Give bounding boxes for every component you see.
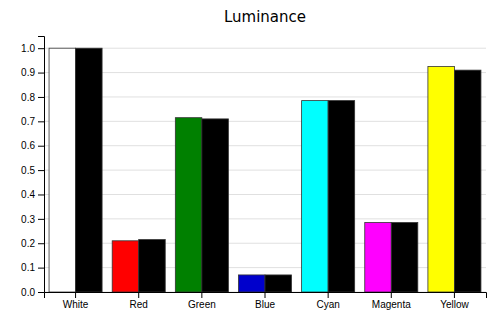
- x-tick: Cyan: [316, 292, 339, 310]
- x-axis-line: [45, 293, 487, 299]
- y-tick: 0.1: [21, 262, 44, 273]
- y-tick: 0.5: [21, 165, 44, 176]
- x-tick: Blue: [255, 292, 275, 310]
- y-tick-mark: [38, 121, 44, 122]
- x-tick-mark: [391, 292, 392, 298]
- bar: [202, 119, 229, 292]
- y-tick: 0.9: [21, 67, 44, 78]
- bar: [391, 223, 418, 292]
- y-tick-label: 0.4: [21, 189, 35, 200]
- y-axis-line: [38, 37, 45, 293]
- x-tick: Green: [188, 292, 216, 310]
- bar: [265, 275, 292, 292]
- x-tick: Red: [130, 292, 148, 310]
- grid: [44, 48, 486, 292]
- y-tick: 0.6: [21, 140, 44, 151]
- y-tick: 0.7: [21, 116, 44, 127]
- plot: 0.0 0.1 0.2 0.3 0.4 0.5 0.6 0.7 0.8 0.9 1.0 White Re…: [21, 37, 486, 311]
- y-tick-mark: [38, 170, 44, 171]
- bar-series: [76, 48, 481, 292]
- y-tick-mark: [38, 194, 44, 195]
- y-tick-label: 0.1: [21, 262, 35, 273]
- x-tick-mark: [138, 292, 139, 298]
- grid-line: [44, 121, 486, 122]
- y-tick-mark: [38, 97, 44, 98]
- bar: [454, 70, 481, 292]
- y-tick-mark: [38, 73, 44, 74]
- x-tick-mark: [75, 292, 76, 298]
- y-tick: 0.2: [21, 238, 44, 249]
- x-tick-label: Cyan: [316, 299, 339, 310]
- x-tick-label: White: [63, 299, 89, 310]
- y-tick-mark: [38, 268, 44, 269]
- x-tick: White: [63, 292, 89, 310]
- y-tick: 0.0: [21, 287, 44, 298]
- y-tick-label: 0.5: [21, 165, 35, 176]
- bars: [49, 48, 481, 292]
- grid-line: [44, 243, 486, 244]
- grid-line: [44, 267, 486, 268]
- bar: [139, 240, 166, 292]
- bar: [76, 48, 103, 292]
- x-tick-mark: [454, 292, 455, 298]
- y-axis: 0.0 0.1 0.2 0.3 0.4 0.5 0.6 0.7 0.8 0.9 1.0: [21, 37, 44, 298]
- y-tick: 0.8: [21, 92, 44, 103]
- bar: [238, 275, 265, 292]
- grid-line: [44, 218, 486, 219]
- x-tick-label: Red: [130, 299, 148, 310]
- bar: [112, 241, 139, 292]
- bar-series: [49, 48, 454, 292]
- x-tick-mark: [328, 292, 329, 298]
- title: Luminance: [224, 8, 306, 26]
- grid-line: [44, 194, 486, 195]
- chart: 0.0 0.1 0.2 0.3 0.4 0.5 0.6 0.7 0.8 0.9 1.0 White Re…: [0, 0, 500, 320]
- x-tick-mark: [265, 292, 266, 298]
- x-tick-label: Blue: [255, 299, 275, 310]
- bar: [49, 48, 76, 292]
- x-tick-label: Green: [188, 299, 216, 310]
- grid-line: [44, 72, 486, 73]
- x-axis: White Red Green Blue Cyan Magenta Yellow: [45, 292, 487, 310]
- y-tick-mark: [38, 146, 44, 147]
- y-tick-mark: [38, 243, 44, 244]
- y-tick-label: 0.6: [21, 140, 35, 151]
- y-tick-label: 0.9: [21, 67, 35, 78]
- y-tick-label: 0.7: [21, 116, 35, 127]
- grid-line: [44, 48, 486, 49]
- y-tick: 0.4: [21, 189, 44, 200]
- grid-line: [44, 145, 486, 146]
- bar: [175, 118, 202, 292]
- bar: [365, 223, 392, 292]
- grid-line: [44, 96, 486, 97]
- x-tick-mark: [201, 292, 202, 298]
- y-tick-mark: [38, 48, 44, 49]
- y-tick-mark: [38, 292, 44, 293]
- y-tick-mark: [38, 219, 44, 220]
- x-tick-label: Magenta: [372, 299, 411, 310]
- x-tick: Magenta: [372, 292, 411, 310]
- y-tick-label: 0.3: [21, 214, 35, 225]
- y-tick-label: 1.0: [21, 43, 35, 54]
- bar: [302, 101, 329, 292]
- y-tick-label: 0.2: [21, 238, 35, 249]
- x-tick-label: Yellow: [440, 299, 469, 310]
- y-tick-label: 0.8: [21, 92, 35, 103]
- bar: [328, 101, 355, 292]
- y-tick-label: 0.0: [21, 287, 35, 298]
- grid-line: [44, 170, 486, 171]
- y-tick: 1.0: [21, 43, 44, 54]
- y-tick: 0.3: [21, 214, 44, 225]
- x-tick: Yellow: [440, 292, 469, 310]
- bar: [428, 66, 455, 292]
